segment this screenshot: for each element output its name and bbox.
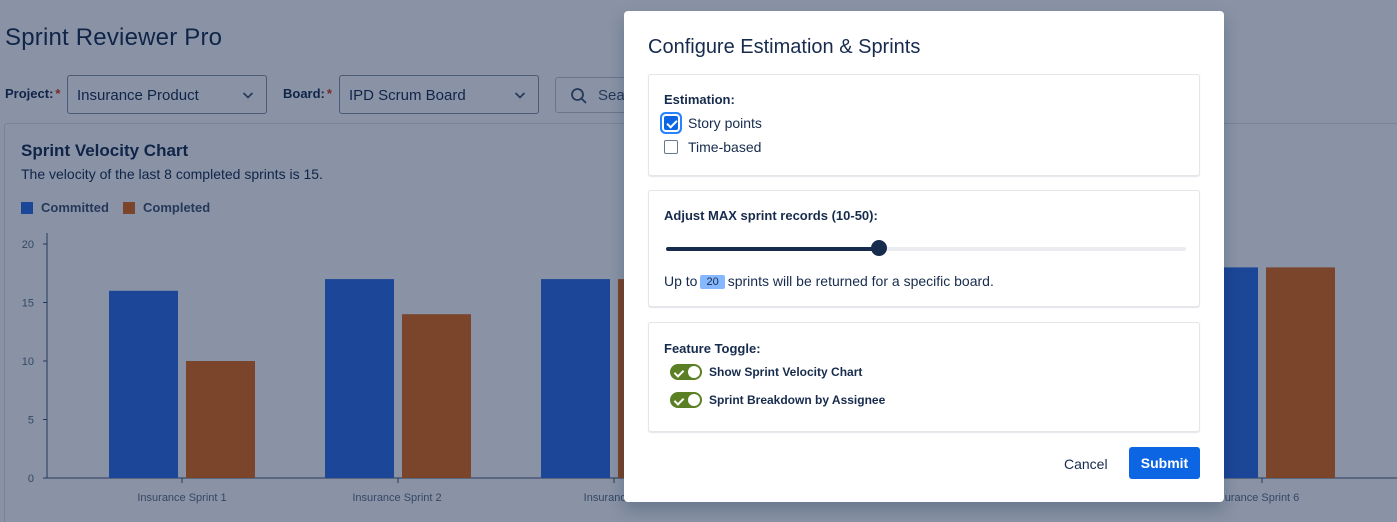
- configure-dialog: Configure Estimation & Sprints Estimatio…: [624, 11, 1224, 502]
- story-points-checkbox[interactable]: [664, 116, 678, 130]
- x-tick-label: Insurance Sprint 1: [137, 492, 226, 504]
- toggle-row-velocity-chart[interactable]: Show Sprint Velocity Chart: [670, 364, 862, 380]
- search-icon: [571, 88, 587, 104]
- submit-button[interactable]: Submit: [1129, 447, 1200, 479]
- chevron-down-icon: [514, 92, 526, 99]
- cancel-button[interactable]: Cancel: [1054, 448, 1118, 480]
- required-marker: *: [55, 86, 61, 101]
- time-based-checkbox[interactable]: [664, 140, 678, 154]
- sprint-count-badge: 20: [700, 275, 725, 289]
- dialog-title: Configure Estimation & Sprints: [648, 36, 921, 58]
- legend-swatch-completed: [123, 201, 135, 214]
- bar-completed-2: [402, 314, 471, 478]
- breakdown-toggle-label: Sprint Breakdown by Assignee: [709, 393, 886, 407]
- estimation-label: Estimation:: [664, 92, 735, 107]
- y-tick-label: 5: [28, 415, 34, 427]
- slider-handle[interactable]: [871, 240, 887, 256]
- sprint-records-label: Adjust MAX sprint records (10-50):: [664, 208, 878, 223]
- board-select-value: IPD Scrum Board: [349, 87, 466, 104]
- breakdown-toggle[interactable]: [670, 392, 702, 408]
- feature-toggle-card: Feature Toggle: Show Sprint Velocity Cha…: [648, 322, 1200, 432]
- slider-fill: [666, 247, 879, 251]
- legend-item-completed[interactable]: Completed: [123, 200, 210, 215]
- legend-swatch-committed: [21, 201, 33, 214]
- required-marker: *: [326, 86, 332, 101]
- bar-committed-3: [541, 279, 610, 478]
- y-tick-label: 0: [28, 473, 34, 485]
- story-points-option[interactable]: Story points: [664, 115, 762, 131]
- y-tick-label: 15: [22, 298, 34, 310]
- description-suffix: sprints will be returned for a specific …: [727, 273, 994, 289]
- estimation-card: Estimation: Story points Time-based: [648, 74, 1200, 176]
- chevron-down-icon: [242, 92, 254, 99]
- bar-committed-2: [325, 279, 394, 478]
- sprint-records-slider[interactable]: [666, 240, 1186, 256]
- velocity-chart-toggle[interactable]: [670, 364, 702, 380]
- search-button-label: Sear: [598, 87, 630, 104]
- project-select-value: Insurance Product: [77, 87, 199, 104]
- y-tick-label: 20: [22, 239, 34, 251]
- toggle-row-breakdown[interactable]: Sprint Breakdown by Assignee: [670, 392, 885, 408]
- bar-committed-1: [109, 290, 178, 478]
- chart-subtitle: The velocity of the last 8 completed spr…: [21, 166, 323, 182]
- legend-label-committed: Committed: [41, 200, 109, 215]
- project-label: Project: *: [5, 86, 61, 101]
- board-label: Board: *: [283, 86, 332, 101]
- bar-completed-6: [1266, 267, 1335, 478]
- time-based-label: Time-based: [688, 139, 762, 155]
- sprint-records-card: Adjust MAX sprint records (10-50): Up to…: [648, 190, 1200, 307]
- time-based-option[interactable]: Time-based: [664, 139, 761, 155]
- description-prefix: Up to: [664, 273, 698, 289]
- legend-item-committed[interactable]: Committed: [21, 200, 109, 215]
- bar-completed-1: [186, 361, 255, 478]
- x-tick-label: urance Sprint 6: [1225, 492, 1300, 504]
- project-select[interactable]: Insurance Product: [67, 75, 267, 114]
- chart-title: Sprint Velocity Chart: [21, 141, 189, 160]
- app-title: Sprint Reviewer Pro: [5, 24, 223, 51]
- legend-label-completed: Completed: [143, 200, 211, 215]
- story-points-label: Story points: [688, 115, 762, 131]
- x-tick-label: Insurance Sprint 2: [352, 492, 441, 504]
- velocity-chart-toggle-label: Show Sprint Velocity Chart: [709, 365, 863, 379]
- feature-toggle-label: Feature Toggle:: [664, 341, 761, 356]
- board-select[interactable]: IPD Scrum Board: [339, 75, 539, 114]
- sprint-records-description: Up to 20 sprints will be returned for a sp…: [664, 273, 994, 289]
- y-tick-label: 10: [22, 356, 34, 368]
